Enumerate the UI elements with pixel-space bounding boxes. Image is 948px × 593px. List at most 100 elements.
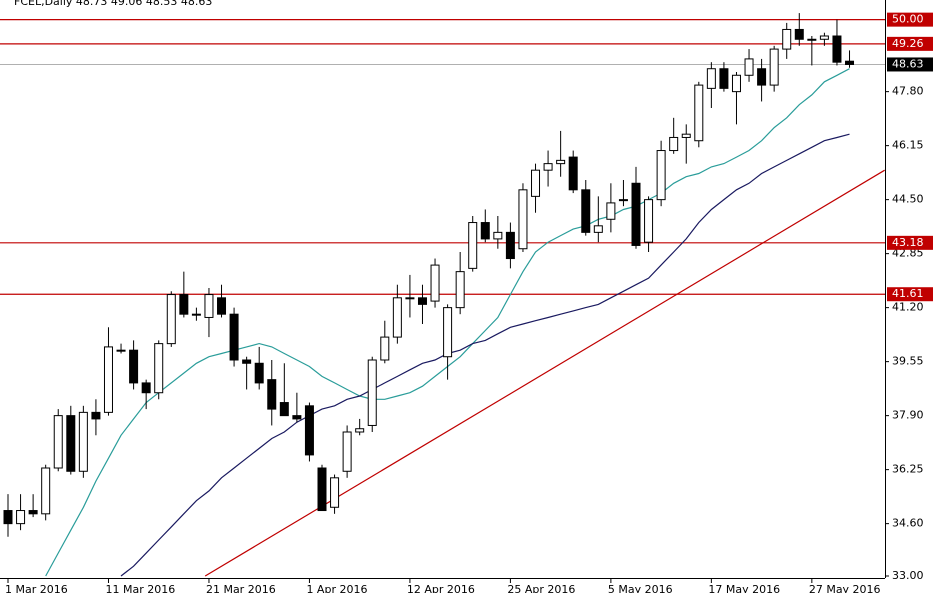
candle-body bbox=[644, 199, 654, 243]
candle-body bbox=[3, 510, 13, 525]
candle-body bbox=[757, 68, 767, 86]
candle-body bbox=[380, 336, 390, 361]
candle-body bbox=[543, 163, 553, 171]
x-tick-label: 5 May 2016 bbox=[608, 583, 673, 593]
candle-body bbox=[430, 264, 440, 302]
y-tick-label: 41.20 bbox=[892, 301, 924, 314]
candle-body bbox=[694, 84, 704, 142]
candle-body bbox=[782, 28, 792, 50]
level-box bbox=[887, 287, 933, 302]
x-tick-label: 11 Mar 2016 bbox=[105, 583, 175, 593]
candle-body bbox=[217, 297, 227, 315]
candle-body bbox=[581, 189, 591, 233]
chart-title: FCEL,Daily 48.73 49.06 48.53 48.63 bbox=[14, 0, 212, 8]
plot bbox=[0, 13, 885, 577]
level-label: 49.26 bbox=[892, 37, 924, 50]
level-label: 41.61 bbox=[892, 287, 924, 300]
candle-body bbox=[681, 133, 691, 138]
y-tick-label: 46.15 bbox=[892, 139, 924, 152]
x-tick-label: 12 Apr 2016 bbox=[407, 583, 475, 593]
candle-body bbox=[417, 297, 427, 305]
candle-body bbox=[719, 68, 729, 89]
candle-body bbox=[91, 411, 101, 420]
candle-body bbox=[819, 35, 829, 40]
candle-body bbox=[292, 415, 302, 420]
last-price-box bbox=[887, 57, 933, 72]
candle-body bbox=[267, 379, 277, 410]
y-tick-label: 33.00 bbox=[892, 569, 924, 582]
candle-body bbox=[631, 182, 641, 246]
candle-body bbox=[455, 271, 465, 309]
y-tick-label: 37.90 bbox=[892, 409, 924, 422]
level-box bbox=[887, 12, 933, 27]
level-box bbox=[887, 235, 933, 250]
level-box bbox=[887, 36, 933, 51]
candle-body bbox=[392, 297, 402, 338]
candle-body bbox=[845, 60, 855, 65]
candle-body bbox=[493, 231, 503, 240]
candle-body bbox=[242, 359, 252, 364]
x-tick-label: 21 Mar 2016 bbox=[206, 583, 276, 593]
candle-body bbox=[229, 313, 239, 361]
candle-body bbox=[593, 225, 603, 233]
candle-body bbox=[141, 382, 151, 394]
y-tick-label: 44.50 bbox=[892, 193, 924, 206]
candle-body bbox=[832, 35, 842, 63]
candle-body bbox=[78, 411, 88, 472]
y-tick-label: 34.60 bbox=[892, 517, 924, 530]
candle-body bbox=[204, 294, 214, 318]
candle-body bbox=[254, 362, 264, 384]
candle-body bbox=[480, 222, 490, 240]
x-tick-label: 1 Mar 2016 bbox=[5, 583, 68, 593]
candle-body bbox=[656, 150, 666, 201]
candle-body bbox=[166, 294, 176, 345]
candle-body bbox=[706, 68, 716, 89]
level-label: 43.18 bbox=[892, 236, 924, 249]
candle-body bbox=[769, 48, 779, 86]
candle-body bbox=[342, 431, 352, 472]
y-tick-label: 47.80 bbox=[892, 85, 924, 98]
candle-body bbox=[531, 169, 541, 197]
candle-body bbox=[66, 415, 76, 472]
candle-body bbox=[355, 428, 365, 433]
candle-body bbox=[744, 58, 754, 76]
candle-body bbox=[568, 156, 578, 191]
candle-body bbox=[367, 359, 377, 426]
x-tick-label: 1 Apr 2016 bbox=[306, 583, 367, 593]
candle-body bbox=[468, 222, 478, 269]
candle-body bbox=[556, 159, 566, 165]
candle-body bbox=[179, 294, 189, 315]
candle-body bbox=[317, 467, 327, 512]
candle-body bbox=[731, 74, 741, 93]
candle-body bbox=[191, 313, 201, 316]
candle-body bbox=[618, 199, 628, 202]
candle-body bbox=[154, 343, 164, 394]
candle-body bbox=[116, 349, 126, 352]
candle-body bbox=[16, 510, 26, 525]
moving-average bbox=[120, 133, 850, 577]
x-tick-label: 25 Apr 2016 bbox=[507, 583, 575, 593]
candle-body bbox=[518, 189, 528, 250]
candle-body bbox=[279, 402, 289, 417]
x-tick-label: 27 May 2016 bbox=[809, 583, 881, 593]
y-tick-label: 42.85 bbox=[892, 247, 924, 260]
candle-body bbox=[28, 510, 38, 515]
candle-body bbox=[53, 415, 63, 469]
candle-body bbox=[669, 136, 679, 152]
y-tick-label: 39.55 bbox=[892, 355, 924, 368]
last-price-label: 48.63 bbox=[892, 57, 924, 70]
candle-body bbox=[330, 477, 340, 508]
candle-body bbox=[405, 297, 415, 300]
level-label: 50.00 bbox=[892, 13, 924, 26]
candle-body bbox=[807, 38, 817, 41]
candle-body bbox=[794, 28, 804, 40]
candle-body bbox=[41, 467, 51, 515]
candle-body bbox=[443, 307, 453, 358]
x-tick-label: 17 May 2016 bbox=[708, 583, 780, 593]
y-tick-label: 36.25 bbox=[892, 463, 924, 476]
candle-body bbox=[606, 202, 616, 220]
candle-body bbox=[129, 349, 139, 384]
candle-body bbox=[103, 346, 113, 413]
